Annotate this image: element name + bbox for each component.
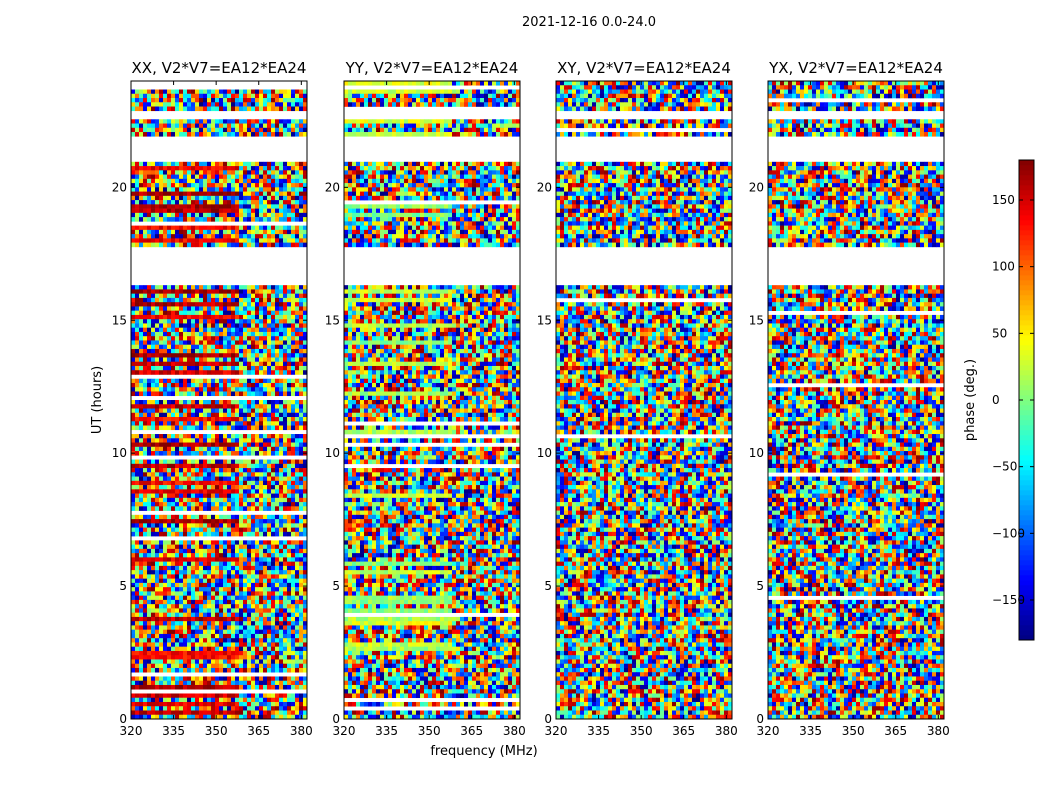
y-tick-label: 20 [325, 180, 340, 194]
y-tick-label: 10 [537, 446, 552, 460]
panel-xx: XX, V2*V7=EA12*EA24 320 335 350 365 380 0 5 10 15… [112, 59, 313, 738]
axes-frame [555, 80, 733, 720]
x-tick-label: 365 [884, 724, 907, 738]
y-tick-label: 0 [756, 712, 764, 726]
x-tick-label: 350 [205, 724, 228, 738]
panel-xy: XY, V2*V7=EA12*EA24 320 335 350 365 380 0 5 10 15… [537, 59, 738, 738]
heatmap-cells [556, 81, 733, 720]
colorbar-tick-label: 0 [992, 393, 1000, 407]
panels-group: XX, V2*V7=EA12*EA24 320 335 350 365 380 0 5 10 15… [112, 59, 950, 738]
y-tick-label: 0 [119, 712, 127, 726]
y-tick-label: 0 [332, 712, 340, 726]
x-tick-label: 380 [503, 724, 526, 738]
y-tick-label: 10 [112, 446, 127, 460]
heatmap-cells [344, 81, 521, 720]
panel-title: YY, V2*V7=EA12*EA24 [345, 59, 519, 77]
x-tick-label: 320 [545, 724, 568, 738]
x-tick-label: 365 [460, 724, 483, 738]
x-tick-label: 335 [799, 724, 822, 738]
colorbar-tick-label: 100 [992, 260, 1015, 274]
y-tick-label: 10 [325, 446, 340, 460]
y-tick-label: 20 [112, 180, 127, 194]
axes-frame [343, 80, 521, 720]
axes-frame [767, 80, 945, 720]
y-tick-label: 15 [749, 313, 764, 327]
x-tick-label: 380 [290, 724, 313, 738]
y-tick-label: 15 [325, 313, 340, 327]
x-tick-label: 350 [842, 724, 865, 738]
colorbar-label: phase (deg.) [963, 359, 978, 441]
x-tick-label: 320 [757, 724, 780, 738]
x-tick-label: 350 [630, 724, 653, 738]
x-tick-label: 380 [927, 724, 950, 738]
colorbar-tick-label: −50 [992, 460, 1017, 474]
y-tick-label: 20 [749, 180, 764, 194]
colorbar: −150 −100 −50 0 50 100 150 [992, 159, 1035, 641]
x-tick-label: 335 [587, 724, 610, 738]
y-tick-label: 5 [119, 579, 127, 593]
colorbar-tick-label: −150 [992, 593, 1025, 607]
x-tick-label: 365 [672, 724, 695, 738]
colorbar-tick-label: 50 [992, 326, 1007, 340]
x-tick-label: 335 [375, 724, 398, 738]
colorbar-tick-label: −100 [992, 526, 1025, 540]
panel-title: XY, V2*V7=EA12*EA24 [557, 59, 731, 77]
y-axis-label: UT (hours) [90, 366, 105, 434]
y-tick-label: 15 [537, 313, 552, 327]
x-tick-label: 380 [715, 724, 738, 738]
y-tick-label: 5 [756, 579, 764, 593]
x-tick-label: 320 [333, 724, 356, 738]
axes-frame [130, 80, 308, 720]
figure-suptitle: 2021-12-16 0.0-24.0 [522, 15, 656, 30]
x-axis-label: frequency (MHz) [430, 744, 537, 759]
x-tick-label: 335 [162, 724, 185, 738]
y-tick-label: 0 [544, 712, 552, 726]
heatmap-cells [768, 81, 945, 720]
panel-title: XX, V2*V7=EA12*EA24 [132, 59, 307, 77]
y-tick-label: 15 [112, 313, 127, 327]
x-tick-label: 365 [247, 724, 270, 738]
y-tick-label: 5 [332, 579, 340, 593]
colorbar-gradient [1019, 160, 1034, 641]
panel-title: YX, V2*V7=EA12*EA24 [768, 59, 943, 77]
y-tick-label: 5 [544, 579, 552, 593]
y-tick-label: 20 [537, 180, 552, 194]
heatmap-cells [131, 89, 308, 720]
y-tick-label: 10 [749, 446, 764, 460]
panel-yy: YY, V2*V7=EA12*EA24 320 335 350 365 380 0 5 10 15… [325, 59, 526, 738]
colorbar-tick-label: 150 [992, 193, 1015, 207]
x-tick-label: 350 [418, 724, 441, 738]
panel-yx: YX, V2*V7=EA12*EA24 320 335 350 365 380 0 5 10 15… [749, 59, 950, 738]
x-tick-label: 320 [120, 724, 143, 738]
